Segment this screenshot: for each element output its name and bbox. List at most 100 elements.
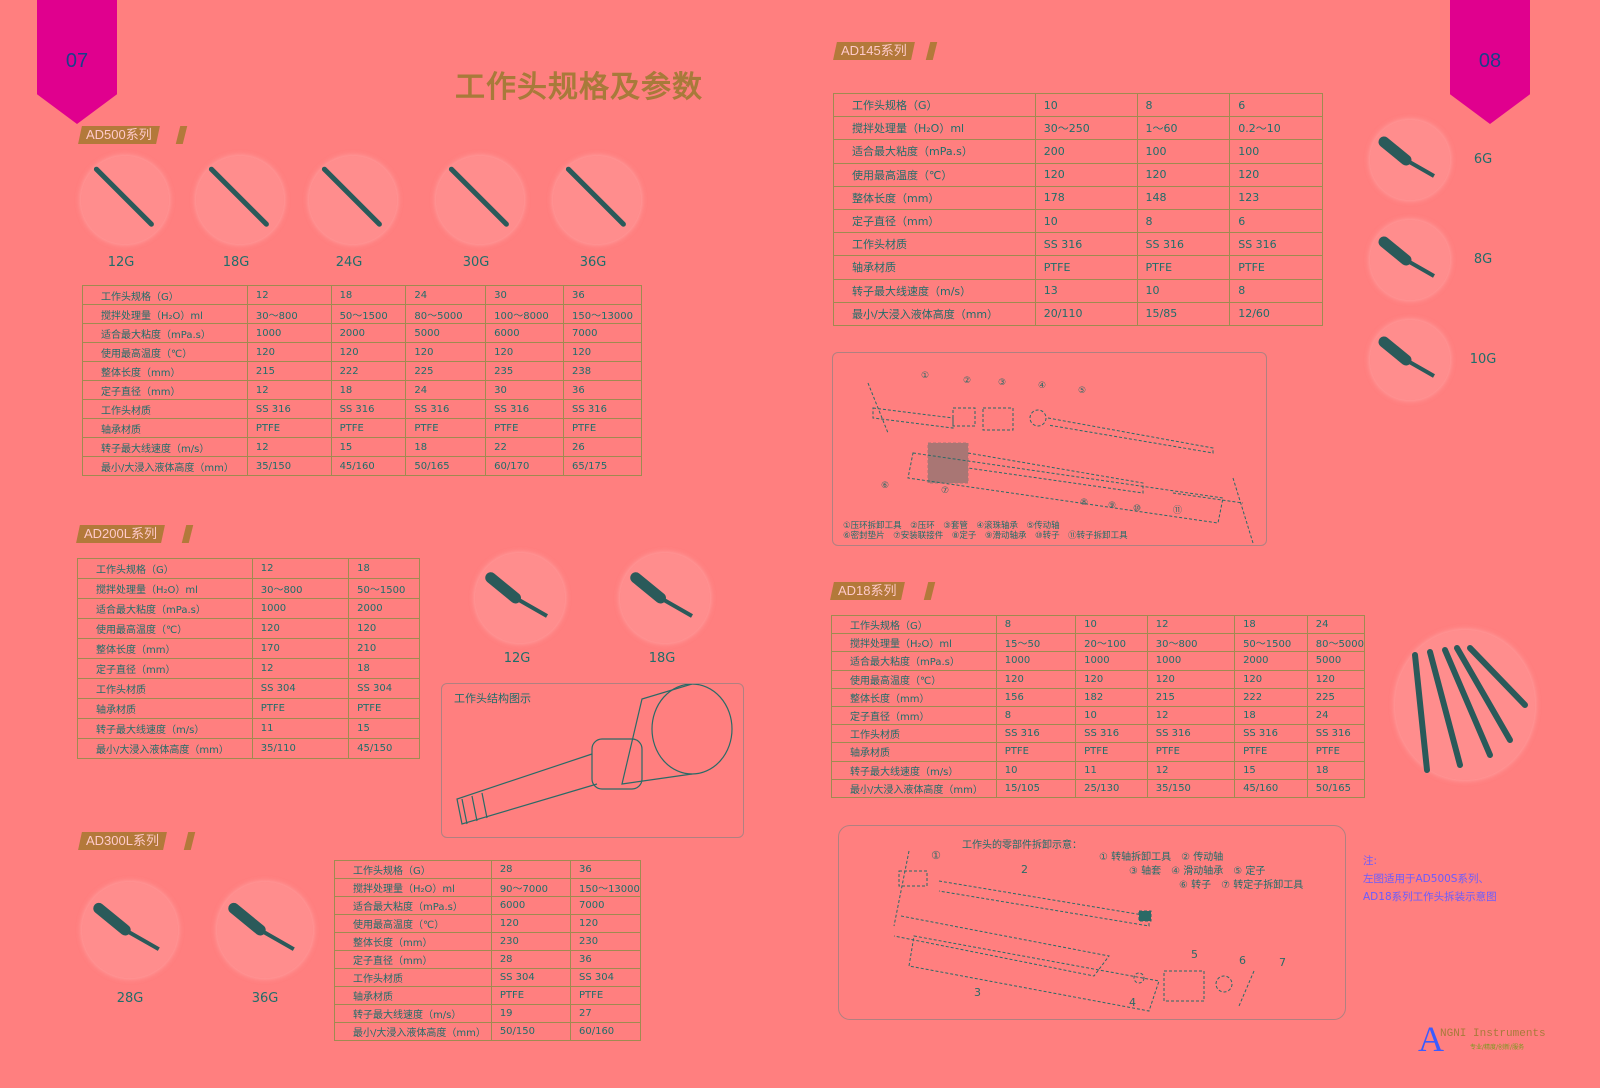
row-label: 搅拌处理量（H₂O）ml [334, 878, 492, 897]
row-label: 使用最高温度（℃） [334, 914, 492, 933]
table-cell: 210 [348, 638, 420, 659]
table-cell: SS 316 [405, 399, 487, 419]
row-label: 使用最高温度（℃） [831, 669, 997, 689]
callout-number: 5 [1191, 948, 1198, 961]
table-cell: 90～7000 [490, 878, 571, 897]
table-row: 最小/大浸入液体高度（mm） 35/150 45/160 50/165 60/170 65… [82, 456, 642, 476]
table-cell: 24 [405, 285, 487, 305]
table-row: 最小/大浸入液体高度（mm） 15/105 25/130 35/150 45/160 50… [831, 778, 1366, 798]
table-cell: 1～60 [1136, 116, 1231, 141]
table-cell: 6 [1229, 92, 1323, 118]
table-cell: 0.2～10 [1229, 116, 1323, 141]
row-label: 工作头材质 [77, 678, 253, 699]
page-title: 工作头规格及参数 [455, 70, 703, 105]
table-cell: 120 [348, 618, 420, 639]
table-cell: 222 [1234, 687, 1308, 707]
table-cell: 182 [1075, 687, 1148, 707]
table-row: 适合最大粘度（mPa.s） 200 100 100 [833, 139, 1323, 164]
table-cell: 60/160 [569, 1022, 642, 1041]
table-cell: 100 [1136, 139, 1231, 164]
series-label-ad500: AD500系列 [78, 126, 160, 144]
callout-number: 7 [1279, 956, 1286, 969]
row-label: 整体长度（mm） [833, 185, 1036, 210]
table-cell: 5000 [405, 323, 487, 343]
row-label: 工作头规格（G） [82, 285, 248, 305]
callout-number: ① [921, 371, 929, 381]
table-cell: 230 [569, 932, 642, 951]
table-cell: 50/165 [405, 456, 487, 476]
table-row: 工作头规格（G） 12 18 24 30 36 [82, 285, 642, 305]
table-cell: 10 [1075, 705, 1148, 726]
probe-label: 28G [116, 991, 144, 1006]
table-row: 搅拌处理量（H₂O）ml 15～50 20～100 30～800 50～1500 80～5… [831, 633, 1366, 653]
company-logo: A NGNI Instruments 专业/精度/创新/服务 [1418, 1019, 1546, 1059]
probe-icon [1378, 136, 1435, 178]
callout-number: ⑦ [941, 486, 949, 496]
table-cell: 150～13000 [569, 878, 642, 897]
probe-icon [1378, 336, 1435, 378]
probe-label: 24G [335, 255, 363, 270]
row-label: 最小/大浸入液体高度（mm） [77, 738, 253, 759]
probe-image [1370, 120, 1450, 200]
structure-title: 工作头结构图示 [454, 692, 531, 705]
row-label: 轴承材质 [82, 418, 248, 438]
table-cell: PTFE [246, 418, 332, 438]
row-label: 整体长度（mm） [82, 361, 248, 381]
table-cell: 6 [1229, 208, 1323, 234]
table-row: 最小/大浸入液体高度（mm） 20/110 15/85 12/60 [833, 301, 1323, 326]
probe-image [1370, 320, 1450, 400]
callout-number: ① [931, 849, 941, 862]
probe-icon [228, 902, 295, 951]
table-cell: 13 [1034, 278, 1138, 303]
probe-image [553, 156, 641, 244]
table-cell: 35/150 [1146, 778, 1236, 798]
table-row: 转子最大线速度（m/s） 13 10 8 [833, 278, 1323, 303]
disassembly-diagram-ad145: ① ② ③ ④ ⑤ ⑥ ⑦ ⑧ ⑨ ⑩ ⑪ ①压环拆卸工具 ②压环 ③套管 ④滚珠轴承 ⑤传动轴 ⑥… [832, 352, 1267, 546]
table-cell: 30～250 [1034, 116, 1138, 141]
row-label: 工作头规格（G） [831, 614, 997, 635]
disassembly-diagram-ad18: 工作头的零部件拆卸示意： ① 转轴拆卸工具 ② 传动轴 ③ 轴套 ④ 滑动轴承 … [838, 825, 1346, 1020]
table-cell: PTFE [563, 418, 642, 438]
table-cell: 150～13000 [563, 304, 642, 324]
table-cell: 50/165 [1306, 778, 1366, 798]
table-row: 整体长度（mm） 178 148 123 [833, 185, 1323, 210]
table-cell: SS 316 [1075, 724, 1148, 744]
probe-label: 6G [1473, 152, 1493, 167]
probe-icon [485, 572, 548, 618]
table-cell: 12 [1146, 705, 1236, 726]
probe-image [1370, 220, 1450, 300]
table-row: 工作头材质 SS 316 SS 316 SS 316 [833, 232, 1323, 257]
row-label: 搅拌处理量（H₂O）ml [82, 304, 248, 324]
divider [183, 832, 196, 850]
table-cell: 11 [251, 718, 350, 739]
table-cell: 50～1500 [348, 578, 420, 599]
product-image-ad18 [1395, 630, 1535, 780]
table-cell: SS 316 [1146, 724, 1236, 744]
callout-number: ⑩ [1133, 504, 1141, 514]
table-cell: 30 [485, 285, 565, 305]
table-row: 最小/大浸入液体高度（mm） 35/110 45/150 [77, 738, 420, 759]
table-cell: 10 [1136, 278, 1231, 303]
table-cell: PTFE [1136, 255, 1231, 280]
probe-icon [565, 166, 626, 227]
table-cell: 11 [1075, 760, 1148, 780]
divider [175, 126, 188, 144]
table-cell: 26 [563, 437, 642, 457]
table-cell: 120 [1229, 162, 1323, 187]
row-label: 搅拌处理量（H₂O）ml [77, 578, 253, 599]
callout-number: ⑨ [1108, 501, 1116, 511]
table-cell: 18 [1234, 705, 1308, 726]
table-cell: 222 [330, 361, 407, 381]
table-cell: 15～50 [995, 633, 1077, 653]
table-cell: 1000 [1146, 651, 1236, 671]
table-cell: 120 [485, 342, 565, 362]
table-row: 转子最大线速度（m/s） 12 15 18 22 26 [82, 437, 642, 457]
probe-icon [1378, 236, 1435, 278]
row-label: 工作头材质 [82, 399, 248, 419]
table-cell: 12 [251, 658, 350, 679]
table-row: 搅拌处理量（H₂O）ml 90～7000 150～13000 [334, 878, 642, 897]
row-label: 搅拌处理量（H₂O）ml [831, 633, 997, 653]
callout-number: ④ [1038, 381, 1046, 391]
diagram-legend-line: ⑥密封垫片 ⑦安装联接件 ⑧定子 ⑨滑动轴承 ⑩转子 ⑪转子拆卸工具 [843, 531, 1128, 541]
table-cell: 200 [1034, 139, 1138, 164]
